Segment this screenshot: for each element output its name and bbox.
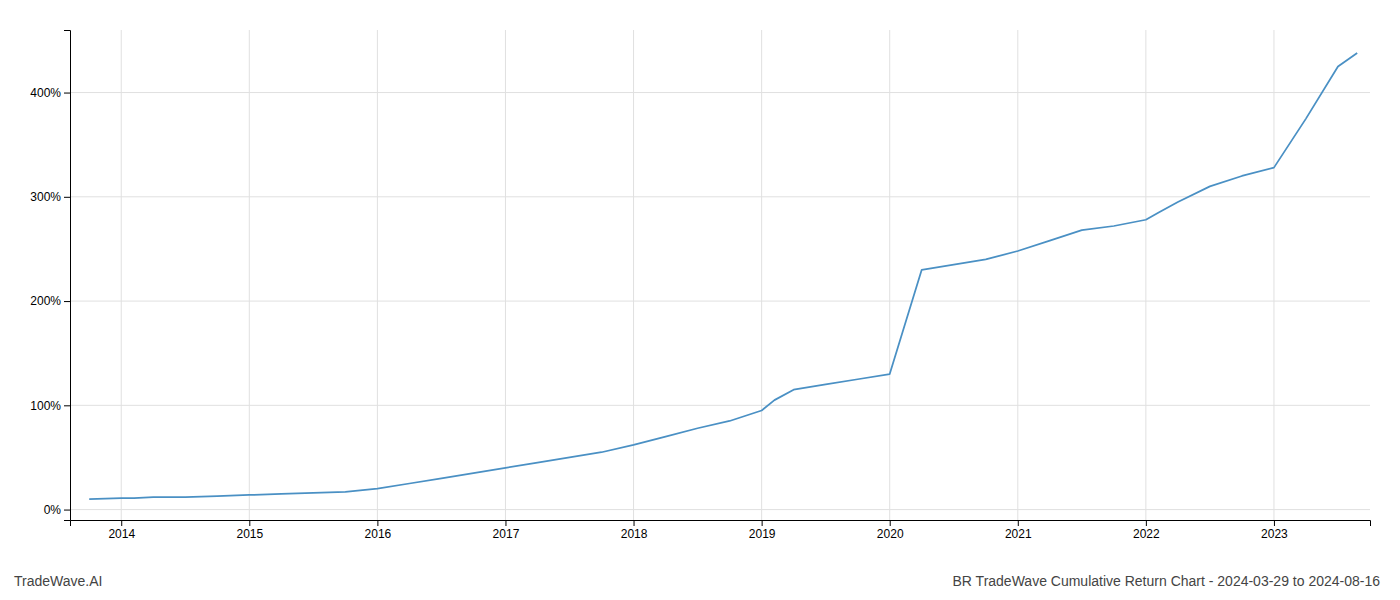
y-tick-mark	[64, 197, 70, 198]
x-tick: 2014	[108, 520, 135, 541]
line	[89, 53, 1357, 499]
y-tick-label: 400%	[30, 86, 61, 100]
x-tick-label: 2017	[493, 527, 520, 541]
x-tick-mark	[762, 520, 763, 526]
grid-line-x	[1273, 30, 1274, 520]
marks	[89, 53, 1357, 499]
x-tick: 2018	[621, 520, 648, 541]
chart: 2014 2015 2016 2017 2018 2019 2020 2021 2022 2023…	[0, 0, 1400, 600]
x-tick-label: 2021	[1005, 527, 1032, 541]
title: BR TradeWave Cumulative Return Chart - 2…	[953, 573, 1381, 589]
grid-line-y	[70, 405, 1370, 406]
grid-line-x	[1145, 30, 1146, 520]
x-tick-mark	[505, 520, 506, 526]
x-tick: 2023	[1261, 520, 1288, 541]
grid-line-x	[761, 30, 762, 520]
x-tick-mark	[377, 520, 378, 526]
x-tick-label: 2018	[621, 527, 648, 541]
x-tick: 2021	[1005, 520, 1032, 541]
grid-line-y	[70, 509, 1370, 510]
x-tick: 2017	[493, 520, 520, 541]
x-tick-label: 2022	[1133, 527, 1160, 541]
y-tick-mark	[64, 510, 70, 511]
watermark: TradeWave.AI	[14, 573, 102, 589]
x-tick-label: 2016	[365, 527, 392, 541]
grid-line-x	[505, 30, 506, 520]
x-tick-label: 2020	[877, 527, 904, 541]
y-tick-label: 200%	[30, 294, 61, 308]
grid-line-x	[889, 30, 890, 520]
y-tick-mark	[64, 93, 70, 94]
y-tick: 0%	[44, 503, 70, 517]
x-tick-label: 2023	[1261, 527, 1288, 541]
y-tick-label: 300%	[30, 190, 61, 204]
y-tick: 100%	[30, 399, 70, 413]
x-tick-label: 2014	[108, 527, 135, 541]
x-tick: 2016	[365, 520, 392, 541]
x-tick-label: 2015	[236, 527, 263, 541]
grid	[70, 30, 1370, 520]
x-tick-mark	[890, 520, 891, 526]
y-tick-label: 100%	[30, 399, 61, 413]
x-tick: 2015	[236, 520, 263, 541]
grid-line-x	[1017, 30, 1018, 520]
y-tick: 200%	[30, 294, 70, 308]
grid-line-x	[121, 30, 122, 520]
grid-line-y	[70, 301, 1370, 302]
y-axis: 0% 100% 200% 300% 400%	[30, 31, 70, 521]
grid-line-y	[70, 92, 1370, 93]
x-tick-label: 2019	[749, 527, 776, 541]
x-tick-mark	[249, 520, 250, 526]
x-axis-line	[71, 521, 1371, 527]
y-tick-label: 0%	[44, 503, 62, 517]
x-tick-mark	[121, 520, 122, 526]
y-tick: 300%	[30, 190, 70, 204]
grid-line-x	[377, 30, 378, 520]
grid-line-y	[70, 196, 1370, 197]
y-tick: 400%	[30, 86, 70, 100]
x-tick-mark	[1274, 520, 1275, 526]
grid-line-x	[633, 30, 634, 520]
x-tick-mark	[1146, 520, 1147, 526]
x-axis: 2014 2015 2016 2017 2018 2019 2020 2021 2022 2023	[71, 520, 1371, 541]
x-tick-mark	[634, 520, 635, 526]
grid-line-x	[249, 30, 250, 520]
plot: 2014 2015 2016 2017 2018 2019 2020 2021 2022 2023…	[30, 30, 1370, 541]
x-tick: 2019	[749, 520, 776, 541]
y-axis-line	[64, 31, 71, 521]
x-tick-mark	[1018, 520, 1019, 526]
x-tick: 2020	[877, 520, 904, 541]
y-tick-mark	[64, 301, 70, 302]
x-tick: 2022	[1133, 520, 1160, 541]
y-tick-mark	[64, 405, 70, 406]
